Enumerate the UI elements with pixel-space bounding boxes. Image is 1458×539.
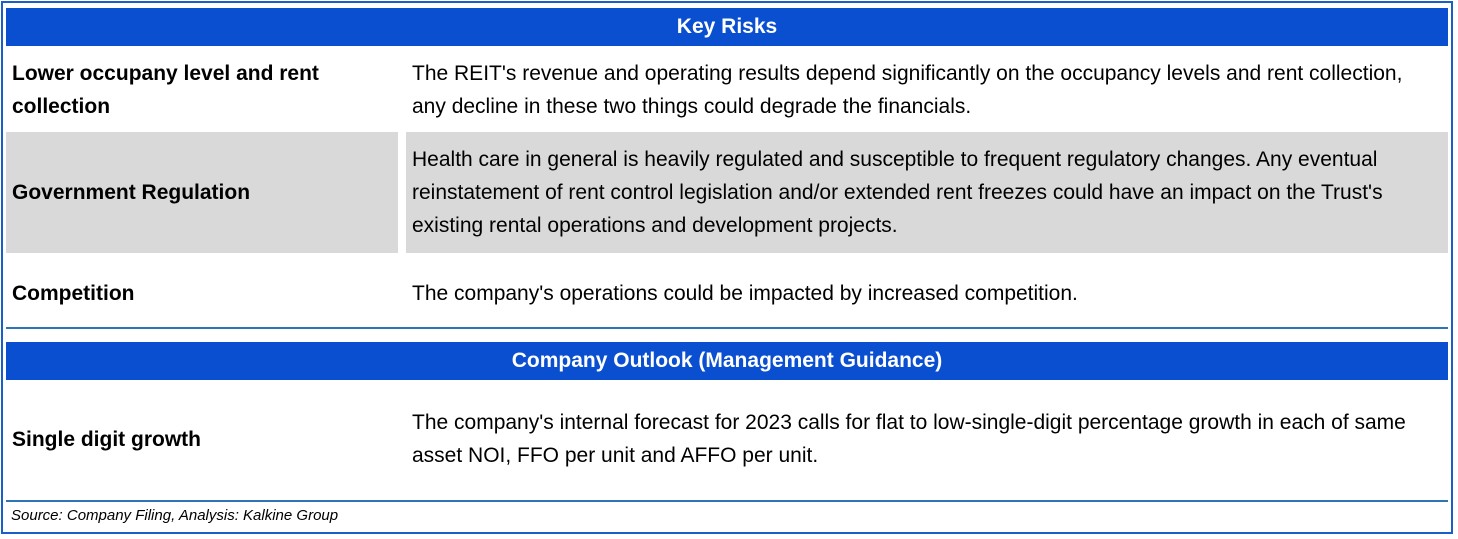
outlook-description-growth: The company's internal forecast for 2023…	[412, 411, 1406, 467]
risk-description-occupancy: The REIT's revenue and operating results…	[412, 62, 1403, 118]
risk-label-occupancy: Lower occupany level and rent collection	[12, 62, 319, 118]
key-risks-header: Key Risks	[6, 8, 1448, 46]
source-note: Source: Company Filing, Analysis: Kalkin…	[11, 507, 339, 524]
outlook-header: Company Outlook (Management Guidance)	[6, 342, 1448, 380]
footer-divider	[6, 500, 1448, 502]
section-divider	[6, 327, 1448, 329]
risk-description-competition: The company's operations could be impact…	[412, 281, 1078, 305]
outlook-label-growth: Single digit growth	[12, 427, 201, 451]
risk-description-regulation: Health care in general is heavily regula…	[406, 132, 1448, 253]
risk-label-competition: Competition	[12, 281, 135, 305]
risk-label-regulation: Government Regulation	[6, 132, 398, 253]
